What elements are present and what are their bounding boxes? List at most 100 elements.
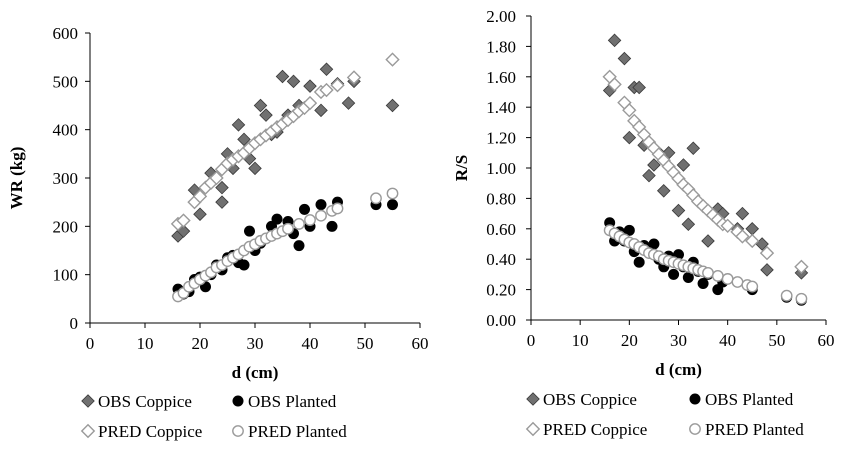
y-tick-label: 2.00 [486, 7, 516, 26]
data-point [386, 187, 399, 200]
data-point [315, 199, 327, 211]
data-point [647, 158, 661, 172]
legend-marker [525, 421, 541, 437]
data-point [745, 222, 760, 236]
x-axis-title: d (cm) [232, 363, 279, 382]
data-point [697, 278, 709, 290]
data-point [259, 108, 273, 122]
y-tick-label: 0.00 [486, 311, 516, 330]
data-point [298, 203, 310, 215]
x-tick-label: 60 [412, 334, 429, 353]
data-point [746, 280, 759, 293]
data-point [286, 74, 301, 89]
data-point [331, 202, 344, 215]
legend: OBS Coppice OBS Planted PRED Planted PRED C… [525, 390, 804, 439]
data-point [701, 234, 715, 248]
data-point [671, 203, 686, 218]
data-point [176, 213, 191, 228]
series-pred-planted [172, 187, 399, 303]
data-point [686, 141, 701, 156]
legend-marker [689, 393, 701, 405]
data-point [759, 245, 775, 261]
data-point [215, 180, 229, 195]
legend-label: PRED Coppice [98, 422, 202, 441]
x-tick-label: 20 [192, 334, 209, 353]
legend-marker [232, 425, 244, 437]
x-tick-label: 30 [247, 334, 264, 353]
data-point [314, 103, 328, 118]
data-point [795, 292, 808, 305]
data-point [330, 78, 345, 93]
legend-marker [80, 423, 96, 439]
data-point [275, 69, 290, 84]
y-tick-label: 0 [70, 314, 79, 333]
data-point [271, 213, 283, 225]
y-tick-label: 0.60 [486, 220, 516, 239]
data-point [248, 161, 262, 176]
x-tick-label: 0 [86, 334, 95, 353]
data-point [319, 62, 334, 77]
data-point [642, 168, 656, 183]
series-obs-planted [604, 217, 807, 306]
data-point [622, 130, 637, 145]
legend-marker [689, 423, 701, 435]
data-point [304, 214, 316, 226]
data-point [385, 52, 400, 67]
y-tick-label: 1.20 [486, 129, 516, 148]
x-tick-label: 10 [572, 331, 589, 350]
legend-marker [526, 392, 540, 406]
data-point [622, 103, 637, 118]
data-point [282, 222, 294, 235]
x-tick-label: 50 [768, 331, 785, 350]
legend-marker [232, 395, 244, 407]
data-point [253, 98, 268, 113]
x-tick-label: 0 [527, 331, 536, 350]
chart-1: 0 100 200 300 400 500 600 0 10 20 30 40 50 60 d (cm) WR… [7, 24, 429, 441]
data-point [632, 80, 646, 95]
y-tick-label: 300 [53, 169, 79, 188]
data-point [244, 225, 256, 237]
y-tick-label: 1.00 [486, 159, 516, 178]
data-point [231, 118, 246, 132]
y-tick-label: 0.20 [486, 281, 516, 300]
data-point [780, 289, 793, 302]
y-axis-title: R/S [452, 155, 471, 181]
y-tick-label: 1.40 [486, 98, 516, 117]
data-point [303, 79, 317, 93]
x-tick-label: 20 [621, 331, 638, 350]
legend-label: PRED Planted [248, 422, 347, 441]
legend-label: OBS Planted [248, 392, 337, 411]
data-point [192, 189, 208, 204]
series-pred-coppice [602, 69, 809, 274]
data-point [293, 240, 305, 252]
series-obs-coppice [171, 62, 400, 243]
x-tick-label: 60 [818, 331, 835, 350]
series-pred-planted [603, 224, 808, 305]
data-point [656, 184, 671, 198]
data-point [370, 192, 382, 205]
y-tick-label: 0.40 [486, 250, 516, 269]
data-point [731, 276, 744, 288]
data-point [668, 268, 680, 280]
data-point [215, 195, 229, 209]
data-point [681, 217, 696, 232]
y-tick-label: 0.80 [486, 189, 516, 208]
x-tick-label: 40 [719, 331, 736, 350]
x-tick-label: 40 [302, 334, 319, 353]
data-point [720, 218, 735, 233]
data-point [209, 170, 224, 186]
legend-label: PRED Coppice [543, 420, 647, 439]
legend-label: OBS Coppice [98, 392, 192, 411]
data-point [238, 259, 250, 271]
legend: OBS Coppice OBS Planted PRED Planted PRED C… [80, 392, 347, 441]
legend-label: PRED Planted [705, 420, 804, 439]
chart-2: 0.00 0.20 0.40 0.60 0.80 1.00 1.20 1.40 1.60 1.80… [452, 7, 835, 439]
y-tick-label: 200 [53, 217, 79, 236]
data-point [341, 96, 356, 110]
x-tick-label: 50 [357, 334, 374, 353]
legend-label: OBS Coppice [543, 390, 637, 409]
data-point [293, 218, 305, 230]
data-point [623, 224, 635, 236]
y-axis-title: WR (kg) [7, 147, 26, 210]
